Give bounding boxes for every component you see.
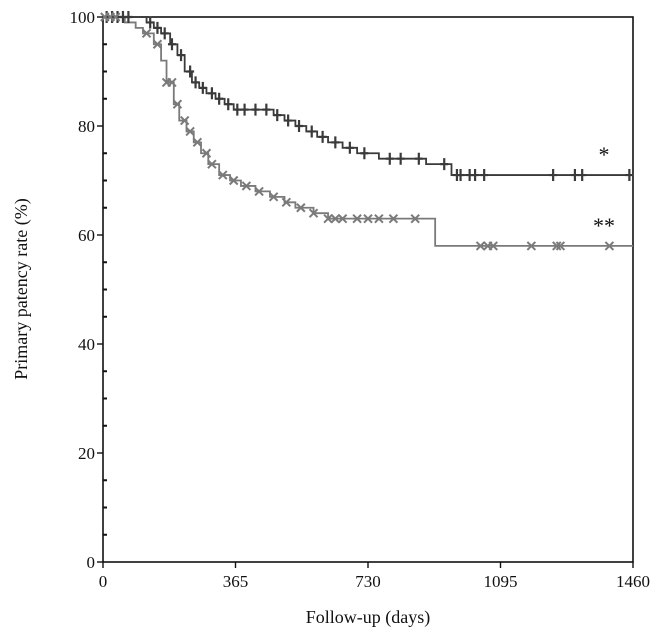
- censor-mark-plus: [160, 27, 169, 40]
- y-tick-label: 100: [70, 8, 96, 27]
- y-tick-label: 0: [87, 553, 96, 572]
- censor-mark-plus: [625, 169, 634, 182]
- censor-mark-plus: [414, 152, 423, 165]
- censor-mark-cross: [179, 115, 190, 126]
- censor-mark-cross: [308, 208, 319, 218]
- censor-mark-cross: [604, 241, 615, 251]
- censor-mark-plus: [396, 152, 405, 165]
- censor-mark-plus: [318, 130, 327, 143]
- censor-mark-cross: [337, 213, 348, 224]
- x-tick-label: 1460: [616, 572, 650, 591]
- censor-mark-plus: [273, 109, 282, 122]
- censor-mark-plus: [385, 152, 394, 165]
- censor-mark-cross: [488, 241, 498, 251]
- censor-mark-plus: [570, 169, 579, 182]
- censor-mark-cross: [352, 213, 362, 224]
- censor-mark-plus: [456, 169, 465, 182]
- censor-mark-plus: [331, 136, 340, 149]
- censor-mark-plus: [284, 114, 293, 127]
- x-tick-label: 365: [223, 572, 249, 591]
- censor-mark-cross: [228, 175, 239, 186]
- censor-mark-cross: [526, 241, 537, 251]
- censor-mark-plus: [186, 65, 195, 78]
- y-tick-label: 40: [78, 335, 95, 354]
- plot-frame: [102, 16, 634, 563]
- censor-mark-cross: [192, 137, 203, 148]
- censor-mark-plus: [224, 98, 233, 111]
- censor-mark-plus: [360, 147, 369, 160]
- censor-mark-cross: [374, 213, 384, 224]
- censor-mark-plus: [480, 169, 489, 182]
- censor-mark-plus: [440, 158, 449, 171]
- series-1-line: [103, 16, 633, 176]
- censor-mark-cross: [241, 181, 252, 191]
- censor-mark-plus: [471, 169, 480, 182]
- censor-mark-cross: [552, 241, 562, 251]
- censor-mark-cross: [141, 28, 152, 39]
- censor-mark-cross: [410, 213, 420, 224]
- series-1-annotation: *: [598, 142, 609, 167]
- censor-mark-plus: [146, 16, 155, 29]
- censor-mark-cross: [167, 77, 177, 88]
- censor-mark-cross: [172, 99, 183, 109]
- censor-mark-plus: [251, 103, 260, 116]
- y-tick-label: 60: [78, 226, 95, 245]
- censor-mark-plus: [233, 103, 242, 116]
- censor-mark-plus: [167, 38, 176, 51]
- censor-mark-plus: [295, 120, 304, 132]
- censor-mark-cross: [254, 186, 264, 197]
- series-2-line: [103, 16, 633, 247]
- censor-mark-plus: [215, 92, 224, 105]
- censor-mark-cross: [555, 241, 566, 251]
- censor-mark-plus: [207, 87, 216, 100]
- censor-mark-cross: [323, 213, 333, 224]
- censor-mark-cross: [152, 39, 163, 49]
- y-axis-title: Primary patency rate (%): [11, 198, 32, 379]
- censor-mark-plus: [177, 49, 186, 62]
- censor-mark-cross: [330, 213, 341, 224]
- x-tick-label: 730: [355, 572, 381, 591]
- censor-mark-cross: [185, 126, 195, 137]
- censor-mark-cross: [363, 213, 373, 224]
- censor-mark-plus: [345, 141, 354, 154]
- x-tick-label: 0: [99, 572, 108, 591]
- censor-mark-plus: [124, 11, 133, 23]
- censor-mark-cross: [218, 170, 228, 180]
- censor-mark-plus: [578, 169, 587, 182]
- censor-mark-cross: [201, 148, 212, 158]
- censor-mark-plus: [262, 103, 271, 116]
- censor-mark-cross: [388, 213, 399, 224]
- series-2-annotation: **: [593, 213, 615, 238]
- y-tick-label: 20: [78, 444, 95, 463]
- censor-mark-plus: [153, 21, 162, 34]
- censor-mark-plus: [198, 81, 207, 94]
- x-axis-title: Follow-up (days): [306, 607, 431, 628]
- censor-mark-cross: [207, 159, 217, 169]
- censor-mark-cross: [268, 192, 279, 202]
- censor-mark-plus: [549, 169, 558, 182]
- censor-mark-cross: [110, 12, 121, 22]
- censor-mark-cross: [475, 241, 486, 251]
- censor-mark-plus: [240, 103, 249, 116]
- censor-mark-cross: [281, 197, 292, 208]
- censor-mark-cross: [296, 203, 306, 213]
- censor-mark-plus: [307, 125, 316, 138]
- y-tick-label: 80: [78, 117, 95, 136]
- censor-mark-plus: [191, 76, 200, 89]
- x-tick-label: 1095: [484, 572, 518, 591]
